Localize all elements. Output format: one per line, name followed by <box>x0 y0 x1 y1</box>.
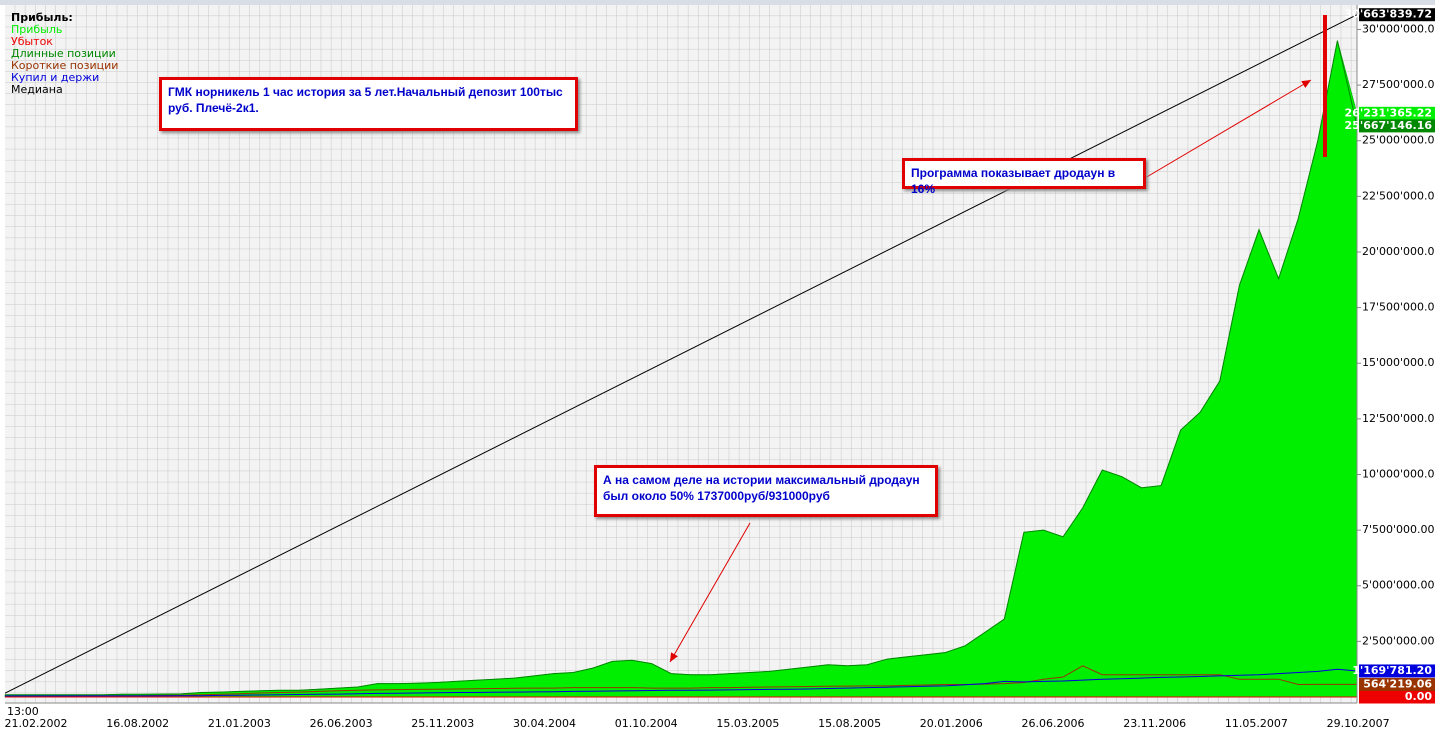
x-tick-label: 21.01.2003 <box>208 717 271 730</box>
end-tag: 25'667'146.16 <box>1345 119 1435 133</box>
legend-entry: Медиана <box>11 83 63 96</box>
x-tick-label: 29.10.2007 <box>1327 717 1390 730</box>
end-tag: 564'219.06 <box>1359 677 1435 691</box>
y-tick-label: 30'000'000.00 <box>1362 22 1435 35</box>
legend-entry: Купил и держи <box>11 71 99 84</box>
y-tick-label: 15'000'000.00 <box>1362 356 1435 369</box>
end-tag-label: 26'231'365.22 <box>1345 106 1432 119</box>
legend-entry: Короткие позиции <box>11 59 118 72</box>
end-tag-bg <box>1359 664 1435 678</box>
annotation: А на самом деле на истории максимальный … <box>594 465 938 517</box>
end-tag: 30'663'839.72 <box>1345 8 1435 22</box>
end-tag-bg <box>1359 677 1435 691</box>
y-tick-label: 27'500'000.00 <box>1362 78 1435 91</box>
legend-entry: Прибыль <box>11 23 62 36</box>
tab-strip <box>0 0 1435 5</box>
x-tick-label: 21.02.2002 <box>5 717 68 730</box>
x-tick-label: 11.05.2007 <box>1225 717 1288 730</box>
marker-bar <box>1323 15 1327 157</box>
annotation: ГМК норникель 1 час история за 5 лет.Нач… <box>159 77 578 131</box>
y-tick-label: 17'500'000.00 <box>1362 301 1435 314</box>
end-tag: 0.00 <box>1359 690 1435 704</box>
y-tick-label: 10'000'000.00 <box>1362 467 1435 480</box>
x-tick-label: 16.08.2002 <box>106 717 169 730</box>
x-tick-label: 01.10.2004 <box>615 717 678 730</box>
end-tag: 1'169'781.20 <box>1352 664 1435 678</box>
y-tick-label: 25'000'000.00 <box>1362 134 1435 147</box>
series-line <box>5 40 1358 696</box>
series-line <box>4 14 1358 694</box>
x-tick-label: 25.11.2003 <box>411 717 474 730</box>
x-tick-label: 15.08.2005 <box>818 717 881 730</box>
arrow <box>669 522 751 663</box>
y-tick-label: 7'500'000.00 <box>1362 523 1435 536</box>
x-tick-label: 15.03.2005 <box>716 717 779 730</box>
x-tick-label: 26.06.2006 <box>1022 717 1085 730</box>
legend-title: Прибыль: <box>11 11 73 24</box>
end-tag-bg <box>1359 106 1435 120</box>
end-tag-label: 1'169'781.20 <box>1352 664 1432 677</box>
x-tick-label: 30.04.2004 <box>513 717 576 730</box>
x-tick-label: 26.06.2003 <box>310 717 373 730</box>
y-tick-label: 12'500'000.00 <box>1362 412 1435 425</box>
y-tick-label: 5'000'000.00 <box>1362 579 1435 592</box>
end-tag-bg <box>1359 119 1435 133</box>
end-tag-label: 30'663'839.72 <box>1345 8 1432 21</box>
legend-entry: Убыток <box>11 35 53 48</box>
annotation: Программа показывает дродаун в 16% <box>902 158 1146 196</box>
end-tag-label: 25'667'146.16 <box>1345 119 1433 132</box>
end-tag-bg <box>1359 8 1435 22</box>
end-tag: 26'231'365.22 <box>1345 106 1435 120</box>
series-line <box>5 668 1358 697</box>
legend-entry: Длинные позиции <box>11 47 116 60</box>
y-tick-label: 20'000'000.00 <box>1362 245 1435 258</box>
end-tag-bg <box>1359 690 1435 704</box>
y-tick-label: 2'500'000.00 <box>1362 634 1435 647</box>
arrow <box>1144 79 1312 179</box>
time-label: 13:00 <box>7 705 39 718</box>
x-tick-label: 20.01.2006 <box>920 717 983 730</box>
y-tick-label: 22'500'000.00 <box>1362 189 1435 202</box>
end-tag-label: 564'219.06 <box>1363 677 1432 690</box>
x-tick-label: 23.11.2006 <box>1123 717 1186 730</box>
series-line <box>5 665 1357 697</box>
end-tag-label: 0.00 <box>1405 690 1432 703</box>
